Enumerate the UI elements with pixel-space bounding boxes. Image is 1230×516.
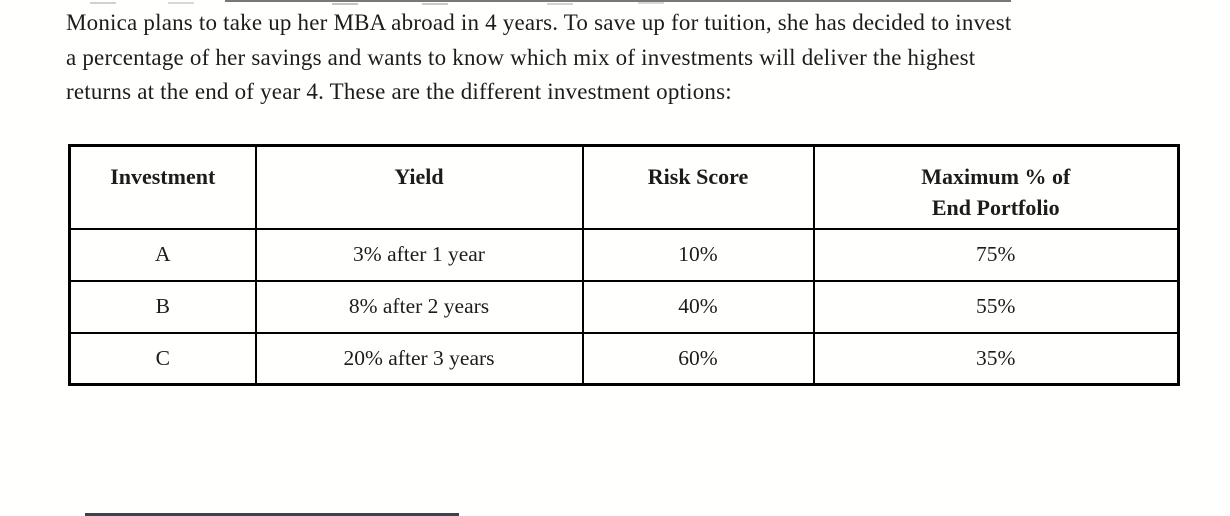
paragraph-line-1: Monica plans to take up her MBA abroad i… xyxy=(66,10,1012,35)
cell-max-a: 75% xyxy=(812,227,1180,282)
cell-risk-a: 10% xyxy=(581,227,815,282)
cutoff-element-artifact-bottom xyxy=(85,513,459,516)
investment-options-table: Investment Yield Risk Score Maximum % of… xyxy=(68,144,1180,386)
table-header-row: Investment Yield Risk Score Maximum % of… xyxy=(68,144,1180,230)
header-line-1: Maximum % of xyxy=(921,164,1071,189)
cell-yield-c: 20% after 3 years xyxy=(254,331,584,386)
cutoff-text-fragments-top xyxy=(90,2,116,4)
cell-max-b: 55% xyxy=(812,279,1180,334)
cell-risk-c: 60% xyxy=(581,331,815,386)
col-header-investment: Investment xyxy=(68,144,257,230)
table-row-a: A 3% after 1 year 10% 75% xyxy=(68,227,1180,282)
problem-statement: Monica plans to take up her MBA abroad i… xyxy=(66,6,1011,110)
paragraph-line-2: a percentage of her savings and wants to… xyxy=(66,44,976,70)
cutoff-text-artifact-top xyxy=(225,0,1011,2)
cell-risk-b: 40% xyxy=(581,279,815,334)
cell-investment-b: B xyxy=(68,279,257,334)
cell-yield-b: 8% after 2 years xyxy=(254,279,584,334)
col-header-max-portfolio: Maximum % of End Portfolio xyxy=(812,144,1180,230)
cell-investment-a: A xyxy=(68,227,257,282)
col-header-risk-score: Risk Score xyxy=(581,144,815,230)
paragraph-line-3: returns at the end of year 4. These are … xyxy=(66,79,732,105)
cell-max-c: 35% xyxy=(812,331,1180,386)
cell-yield-a: 3% after 1 year xyxy=(254,227,584,282)
header-line-2: End Portfolio xyxy=(931,195,1060,220)
table-row-c: C 20% after 3 years 60% 35% xyxy=(68,331,1180,386)
table-row-b: B 8% after 2 years 40% 55% xyxy=(68,279,1180,334)
col-header-yield: Yield xyxy=(254,144,584,230)
cell-investment-c: C xyxy=(68,331,257,386)
